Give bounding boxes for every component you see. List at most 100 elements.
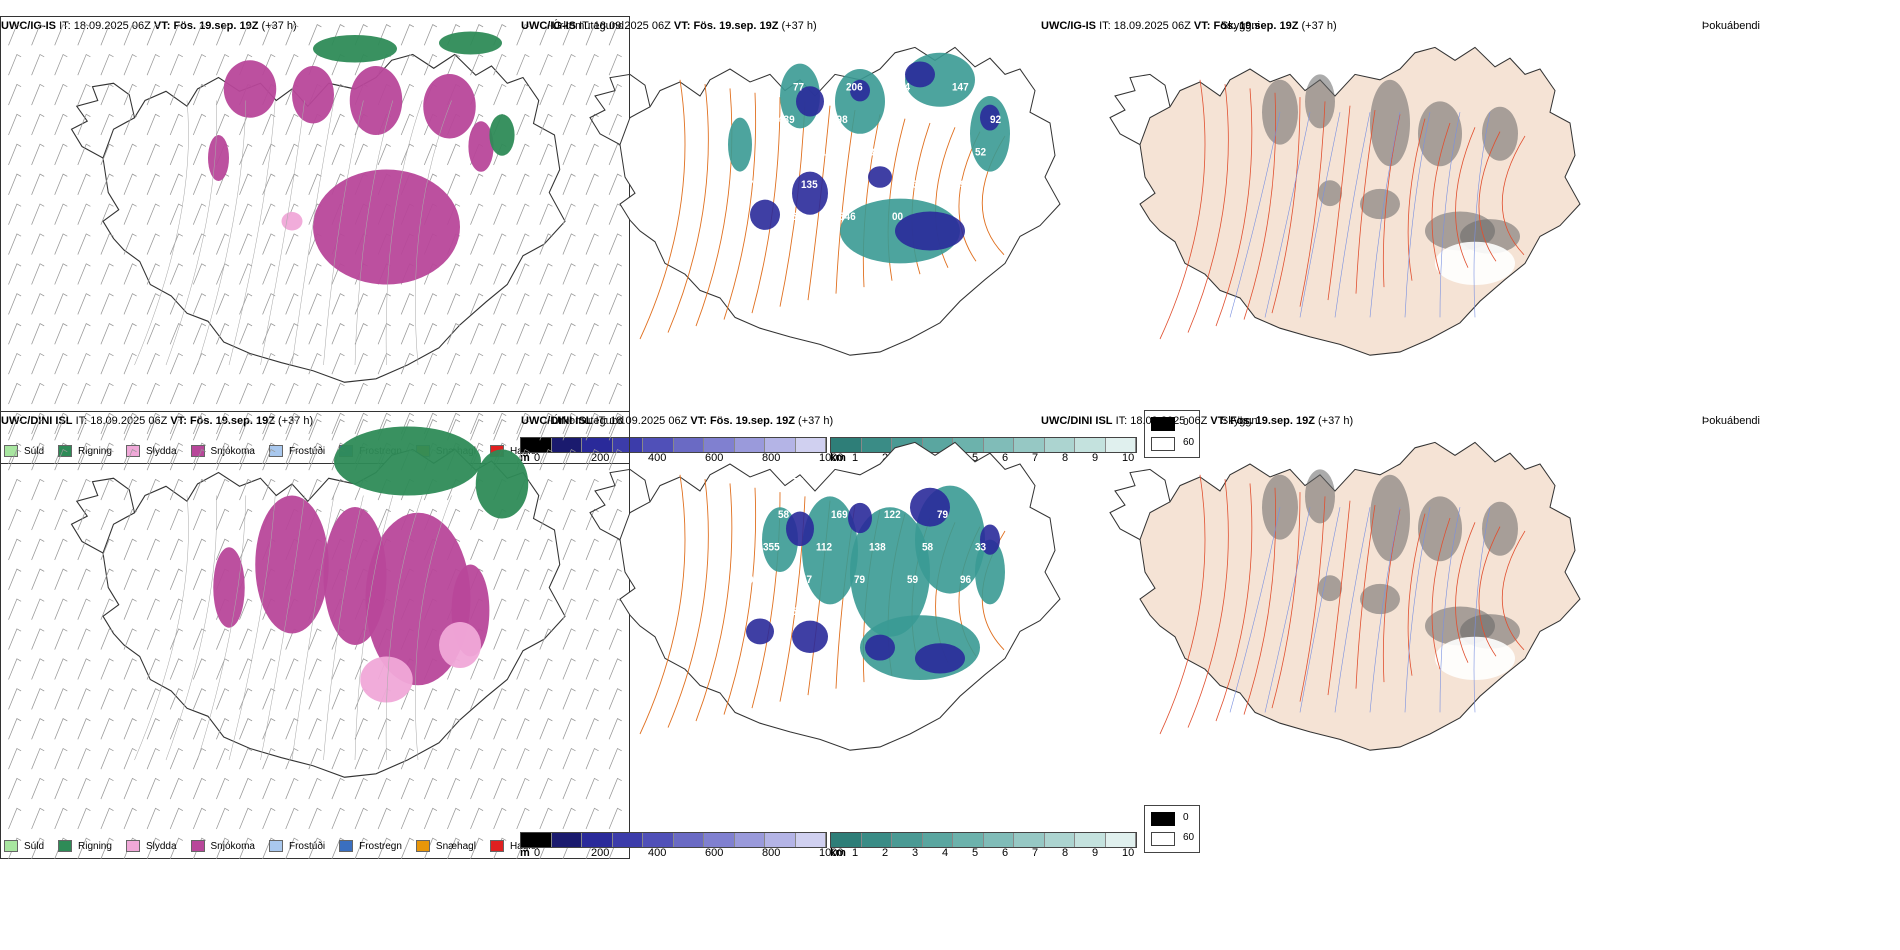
it-value: 18.09.2025 06Z [90,415,168,427]
visibility-value-label: 52 [975,147,986,158]
it-label: IT: [595,415,608,427]
map-panel-1-0: UWC/DINI ISL IT: 18.09.2025 06Z VT: Fös.… [0,395,630,870]
colorbar-tick: 5 [972,847,979,859]
visibility-value-label: 92 [960,179,971,190]
colorbar-tick: 6 [1002,452,1009,464]
visibility-value-label: 43 [763,147,774,158]
colorbar-tick: 400 [648,452,667,464]
visibility-value-label: 147 [952,82,969,93]
visibility-value-label: 151 [786,607,803,618]
vt-value: Fös. 19.sep. 19Z [173,20,259,32]
panel-title: UWC/DINI ISL IT: 18.09.2025 06Z VT: Fös.… [1041,415,1353,427]
colorbar-tick: 1000 [819,452,844,464]
map-panel-1-1: UWC/DINI ISL IT: 18.09.2025 06Z VT: Fös.… [520,395,1260,870]
visibility-value-label: 355 [763,542,780,553]
it-value: 18.09.2025 06Z [610,415,688,427]
legend-item: Slydda [125,840,177,852]
panel-title: UWC/IG-IS IT: 18.09.2025 06Z VT: Fös. 19… [521,20,817,32]
model-name: UWC/IG-IS [1041,20,1096,32]
vt-label: VT: [153,20,171,32]
visibility-value-label: 92 [748,574,759,585]
colorbar-tick: 10 [1122,452,1135,464]
fog-index-legend: 0 60 [1144,410,1200,458]
vt-value: Fös. 19.sep. 19Z [1229,415,1315,427]
fog-tick: 60 [1183,437,1195,448]
visibility-value-label: 77 [793,82,804,93]
fog-black-swatch [1151,812,1175,826]
map-frame [0,16,630,464]
visibility-m-colorbar [520,832,827,848]
legend-swatch [125,840,140,852]
unit-label: m [520,452,530,464]
colorbar-tick: 800 [762,847,781,859]
it-value: 18.09.2025 06Z [1130,415,1208,427]
legend-label: Rigning [78,445,112,457]
unit-label: m [520,847,530,859]
visibility-km-colorbar [830,437,1137,453]
colorbar-tick: 8 [1062,452,1069,464]
it-value: 18.09.2025 06Z [593,20,671,32]
iceland-map [1109,441,1581,751]
visibility-value-label: 96 [960,574,971,585]
visibility-value-label: 92 [990,115,1001,126]
colorbar-tick: 0 [534,847,541,859]
legend-label: Rigning [78,840,112,852]
visibility-value-label: 169 [831,510,848,521]
legend-swatch [190,840,205,852]
colorbar-tick: 2 [882,847,889,859]
colorbar-tick: 6 [1002,847,1009,859]
vt-label: VT: [170,415,187,427]
vt-label: VT: [673,20,691,32]
visibility-value-label: 382 [1005,82,1022,93]
visibility-value-label: 12 [952,477,963,488]
legend-item: Snjókoma [190,840,255,852]
fog-index-legend: 0 60 [1144,805,1200,853]
colorbar-tick: 1 [852,452,859,464]
legend-item: Rigning [58,840,112,852]
legend-swatch [268,840,283,852]
iceland-map: 115 77 206 24 147 382 439 198 102 30 92 43 114 35 21 52… [589,46,1061,356]
colorbar-tick: 1000 [819,847,844,859]
vt-value: Fös. 19.sep. 19Z [1213,20,1299,32]
colorbar-tick: 4 [942,847,949,859]
panel-title: UWC/IG-IS IT: 18.09.2025 06Z VT: Fös. 19… [1041,20,1337,32]
legend-item: Slydda [125,445,177,457]
visibility-value-label: 78 [748,179,759,190]
legend-label: Frostregn [359,840,402,852]
visibility-value-label: 79 [937,510,948,521]
colorbar-tick: 400 [648,847,667,859]
colorbar-tick: 800 [762,452,781,464]
visibility-value-label: 83 [907,179,918,190]
fog-tick: 0 [1183,812,1189,823]
variable-name: Þokuábendi [1701,415,1760,427]
variable-name: Þokuábendi [1701,20,1760,32]
legend-label: Slydda [145,445,177,457]
precip-type-legend: Súld Rigning Slydda Snjókoma Frostúði Frostre… [4,840,538,852]
fog-tick: 0 [1183,417,1189,428]
visibility-value-label: 30 [937,115,948,126]
lead-time: (+37 h) [261,20,297,32]
colorbar-tick: 7 [1032,452,1039,464]
visibility-value-label: 33 [975,542,986,553]
legend-item: Súld [4,840,44,852]
legend-swatch [415,840,430,852]
fog-white-swatch [1151,832,1175,846]
it-label: IT: [579,20,591,32]
lead-time: (+37 h) [1318,415,1354,427]
visibility-value-label: 50 [854,179,865,190]
variable-name: Skyggni [1220,415,1260,427]
legend-swatch [339,840,354,852]
lead-time: (+37 h) [278,415,314,427]
legend-swatch [268,445,283,457]
visibility-value-label: 58 [778,510,789,521]
visibility-value-label: 7 [1013,179,1019,190]
vt-label: VT: [690,415,707,427]
visibility-km-colorbar [830,832,1137,848]
visibility-value-label: 114 [816,147,832,158]
visibility-value-label: 58 [922,542,933,553]
visibility-value-label: 342 [990,510,1007,521]
legend-item: Snæhagl [415,840,476,852]
visibility-value-label: 198 [831,115,848,126]
lead-time: (+37 h) [781,20,817,32]
